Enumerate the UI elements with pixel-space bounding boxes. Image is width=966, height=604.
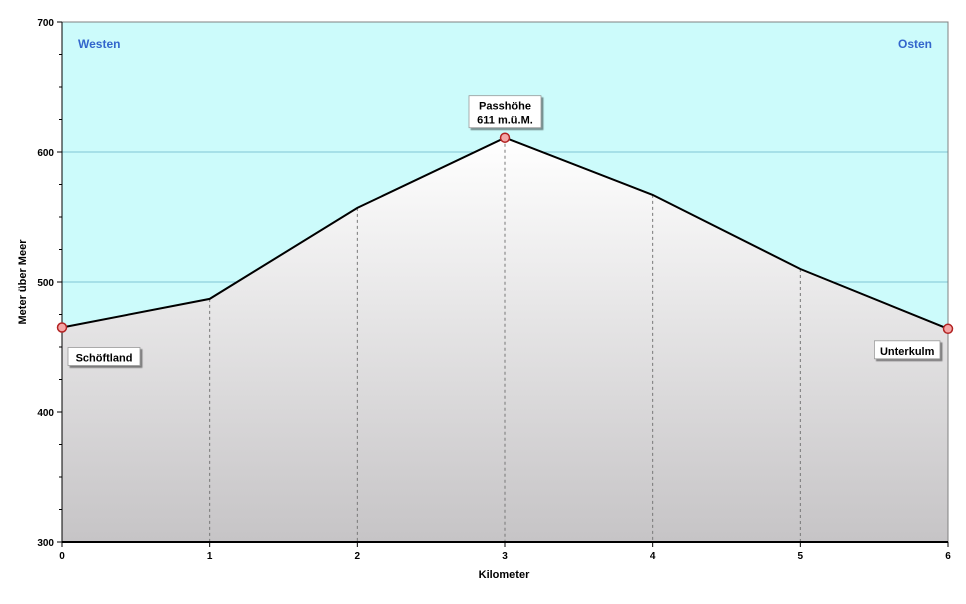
y-tick-label: 300 — [37, 538, 54, 549]
y-axis-title: Meter über Meer — [17, 239, 29, 325]
annotation-box — [67, 347, 141, 366]
point-markers — [56, 132, 954, 335]
y-tick-label: 500 — [37, 278, 54, 289]
x-tick-label: 1 — [207, 551, 213, 562]
data-point-marker — [56, 322, 68, 333]
drop-lines — [209, 137, 949, 542]
x-tick-label: 5 — [798, 551, 804, 562]
x-axis-title: Kilometer — [479, 569, 530, 581]
data-point-marker — [499, 132, 511, 143]
x-tick-label: 6 — [945, 551, 951, 562]
x-tick-label: 2 — [355, 551, 361, 562]
data-point-marker — [942, 323, 954, 335]
annotation-box — [468, 95, 542, 129]
x-tick-label: 4 — [650, 551, 656, 562]
elevation-area — [62, 137, 948, 542]
y-tick-label: 700 — [37, 18, 54, 29]
annotation-label: Passhöhe — [479, 101, 531, 113]
axes: 300 400 500 600 700 0 1 2 3 4 5 6 — [37, 18, 951, 562]
y-tick-label: 400 — [37, 408, 54, 419]
annotation-label: 611 m.ü.M. — [477, 115, 533, 127]
annotation-box — [874, 340, 941, 360]
corner-label-east: Osten — [898, 37, 932, 51]
y-tick-label: 600 — [37, 148, 54, 159]
x-tick-label: 3 — [502, 551, 508, 562]
x-tick-label: 0 — [59, 551, 65, 562]
annotation-label: Schöftland — [76, 353, 133, 365]
annotations: Schöftland Passhöhe 611 m.ü.M. Unterkulm — [67, 95, 941, 366]
corner-label-west: Westen — [78, 37, 120, 51]
annotation-label: Unterkulm — [880, 346, 935, 358]
